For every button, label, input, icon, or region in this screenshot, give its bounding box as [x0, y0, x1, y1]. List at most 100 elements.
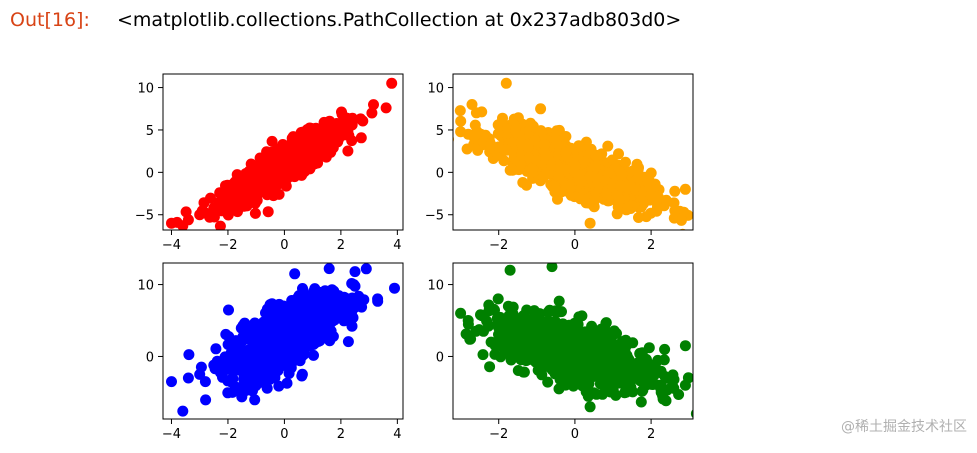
scatter-point — [466, 99, 478, 110]
scatter-point — [523, 336, 535, 348]
x-tick-label: −2 — [489, 427, 508, 442]
scatter-point — [540, 319, 552, 331]
y-tick-label: 10 — [427, 279, 444, 294]
scatter-point — [613, 193, 625, 205]
scatter-point — [580, 197, 592, 209]
scatter-point — [242, 361, 254, 373]
output-text: <matplotlib.collections.PathCollection a… — [117, 9, 682, 31]
scatter-point — [607, 365, 619, 377]
scatter-point — [306, 127, 318, 139]
axes-frame — [452, 73, 694, 231]
scatter-point — [355, 113, 367, 125]
points-group — [455, 263, 693, 431]
scatter-point — [389, 282, 400, 294]
scatter-point — [272, 301, 284, 313]
scatter-point — [515, 315, 527, 327]
scatter-point — [280, 320, 292, 332]
scatter-point — [508, 324, 520, 335]
scatter-point — [498, 155, 510, 167]
scatter-point — [281, 377, 293, 389]
scatter-point — [494, 311, 506, 323]
scatter-point — [303, 300, 315, 312]
scatter-point — [226, 348, 238, 360]
scatter-point — [546, 263, 558, 273]
x-tick-label: −4 — [162, 427, 181, 442]
scatter-point — [360, 263, 372, 275]
scatter-point — [252, 376, 263, 388]
scatter-point — [237, 331, 249, 343]
axes-frame — [162, 262, 404, 420]
scatter-point — [549, 183, 561, 195]
scatter-point — [615, 358, 627, 370]
scatter-point — [661, 384, 673, 396]
scatter-point — [324, 335, 336, 347]
scatter-point — [182, 214, 194, 226]
x-tick-label: −4 — [162, 238, 181, 253]
scatter-point — [515, 136, 527, 148]
scatter-point — [366, 107, 378, 119]
x-tick-label: 2 — [647, 427, 655, 442]
scatter-point — [668, 197, 680, 209]
scatter-point — [622, 203, 633, 215]
scatter-point — [584, 217, 596, 229]
x-tick-label: 4 — [393, 427, 401, 442]
scatter-point — [464, 333, 476, 345]
scatter-point — [208, 211, 220, 223]
scatter-point — [679, 340, 691, 352]
scatter-point — [675, 214, 687, 226]
scatter-point — [495, 351, 507, 363]
scatter-point — [596, 342, 608, 354]
scatter-point — [668, 374, 680, 385]
x-tick-label: −2 — [489, 238, 508, 253]
y-tick-label: 10 — [427, 82, 444, 97]
y-tick-label: 10 — [137, 82, 154, 97]
scatter-point — [472, 144, 484, 156]
scatter-point — [220, 180, 231, 192]
scatter-point — [492, 293, 504, 305]
scatter-point — [553, 383, 565, 395]
scatter-point — [500, 77, 512, 89]
scatter-point — [550, 134, 562, 146]
scatter-point — [527, 163, 538, 175]
scatter-point — [214, 220, 226, 230]
scatter-point — [610, 389, 622, 401]
scatter-point — [237, 319, 249, 331]
scatter-point — [346, 320, 358, 332]
scatter-point — [355, 132, 367, 144]
watermark: @稀土掘金技术社区 — [841, 419, 967, 435]
scatter-point — [550, 306, 562, 318]
scatter-point — [247, 385, 258, 397]
scatter-point — [477, 349, 489, 361]
scatter-point — [346, 119, 358, 131]
scatter-point — [476, 106, 488, 118]
scatter-point — [633, 212, 644, 223]
scatter-point — [166, 376, 177, 388]
scatter-point — [497, 112, 508, 124]
scatter-point — [617, 336, 629, 347]
x-tick-label: 2 — [337, 427, 345, 442]
scatter-point — [265, 320, 277, 332]
scatter-point — [386, 77, 398, 89]
subplot-2: −2 0 2 −5 0 5 10 — [425, 73, 694, 253]
y-tick-label: 0 — [146, 350, 154, 365]
scatter-point — [542, 376, 554, 388]
scatter-point — [591, 388, 602, 400]
scatter-point — [348, 279, 360, 291]
scatter-point — [338, 124, 350, 136]
scatter-point — [585, 143, 597, 155]
scatter-point — [231, 169, 243, 181]
scatter-point — [493, 322, 505, 334]
scatter-point — [453, 136, 454, 143]
points-group — [453, 77, 693, 230]
scatter-point — [341, 293, 352, 305]
scatter-point — [586, 334, 598, 346]
scatter-point — [554, 354, 566, 366]
scatter-point — [539, 146, 550, 158]
scatter-point — [546, 327, 558, 339]
y-tick-label: 0 — [146, 166, 154, 181]
scatter-point — [667, 420, 678, 431]
scatter-point — [349, 266, 361, 278]
scatter-point — [225, 374, 237, 385]
scatter-point — [223, 331, 235, 343]
scatter-point — [262, 206, 274, 218]
